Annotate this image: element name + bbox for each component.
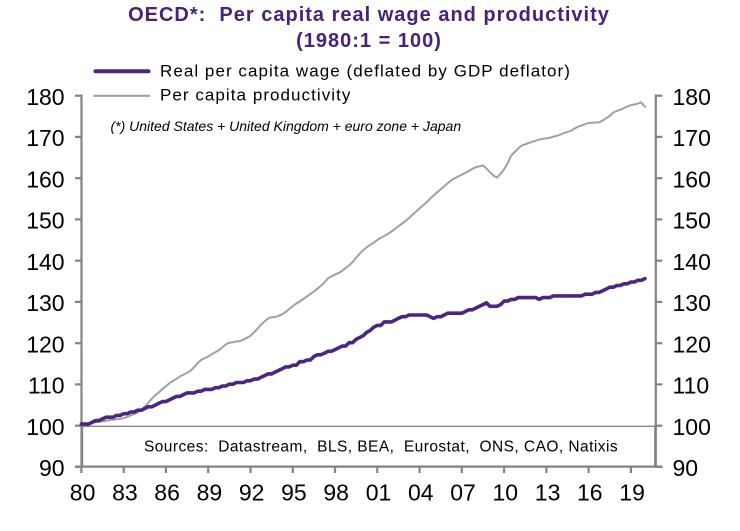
svg-text:160: 160 (673, 167, 711, 193)
svg-text:180: 180 (26, 84, 64, 110)
svg-text:04: 04 (408, 480, 434, 506)
svg-text:98: 98 (323, 480, 349, 506)
svg-text:170: 170 (673, 125, 711, 151)
svg-text:120: 120 (26, 332, 64, 358)
svg-text:01: 01 (366, 480, 392, 506)
svg-text:Per capita productivity: Per capita productivity (160, 86, 351, 105)
svg-text:OECD*: Per capita real wage a: OECD*: Per capita real wage and producti… (128, 4, 610, 26)
svg-text:130: 130 (673, 290, 711, 316)
svg-text:89: 89 (197, 480, 223, 506)
svg-text:170: 170 (26, 125, 64, 151)
svg-text:95: 95 (281, 480, 307, 506)
svg-text:83: 83 (112, 480, 138, 506)
svg-text:110: 110 (28, 373, 65, 399)
svg-text:13: 13 (535, 480, 561, 506)
svg-text:86: 86 (154, 480, 180, 506)
svg-text:10: 10 (493, 480, 519, 506)
svg-text:90: 90 (39, 455, 65, 481)
svg-text:150: 150 (26, 208, 64, 234)
svg-text:07: 07 (450, 480, 476, 506)
svg-text:160: 160 (26, 167, 64, 193)
svg-text:(*) United States + United Kin: (*) United States + United Kingdom + eur… (111, 118, 462, 134)
svg-text:120: 120 (673, 332, 711, 358)
svg-text:100: 100 (26, 414, 64, 440)
svg-text:180: 180 (673, 84, 711, 110)
svg-text:80: 80 (70, 480, 96, 506)
svg-text:90: 90 (673, 455, 699, 481)
svg-text:16: 16 (577, 480, 603, 506)
svg-text:100: 100 (673, 414, 711, 440)
svg-text:140: 140 (26, 249, 64, 275)
svg-text:140: 140 (673, 249, 711, 275)
svg-text:(1980:1 = 100): (1980:1 = 100) (296, 30, 442, 52)
svg-text:110: 110 (673, 373, 710, 399)
svg-text:92: 92 (239, 480, 265, 506)
svg-text:Sources: Datastream, BLS, BE: Sources: Datastream, BLS, BEA, Eurostat,… (144, 439, 618, 456)
svg-text:19: 19 (619, 480, 645, 506)
svg-text:130: 130 (26, 290, 64, 316)
svg-text:150: 150 (673, 208, 711, 234)
svg-text:Real per capita wage (deflated: Real per capita wage (deflated by GDP de… (160, 62, 571, 81)
